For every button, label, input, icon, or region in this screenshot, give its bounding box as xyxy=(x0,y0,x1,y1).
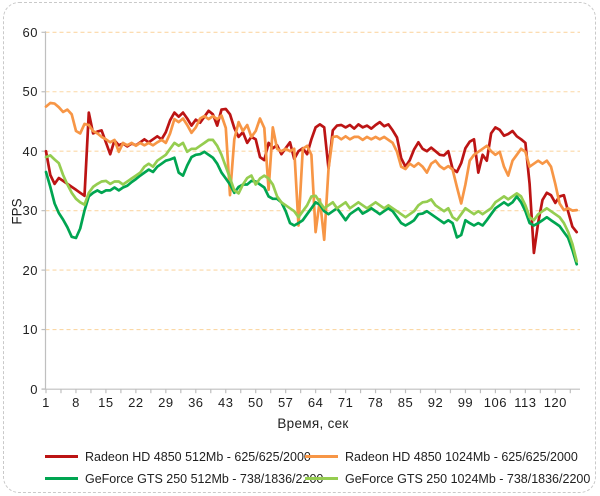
x-tick-label-106: 106 xyxy=(483,395,507,410)
x-tick-label-8: 8 xyxy=(72,395,80,410)
y-tick-label-0: 0 xyxy=(30,381,38,397)
y-tick-label-40: 40 xyxy=(22,143,38,159)
x-tick-label-50: 50 xyxy=(247,395,264,410)
x-axis-title: Время, сек xyxy=(277,416,349,431)
legend-label-1: Radeon HD 4850 1024Mb - 625/625/2000 xyxy=(345,449,578,464)
x-tick-label-71: 71 xyxy=(337,395,354,410)
x-tick-label-78: 78 xyxy=(367,395,384,410)
x-tick-label-22: 22 xyxy=(128,395,144,410)
chart-frame xyxy=(3,2,596,493)
series-line-2 xyxy=(44,150,579,266)
y-axis-title: FPS xyxy=(9,198,25,225)
x-tick-label-57: 57 xyxy=(277,395,294,410)
series-line-3 xyxy=(44,138,579,263)
legend-item-2: GeForce GTS 250 512Mb - 738/1836/2200 xyxy=(45,469,323,488)
legend-label-3: GeForce GTS 250 1024Mb - 738/1836/2200 xyxy=(345,471,591,486)
series-line-0 xyxy=(44,107,579,255)
y-tick-label-10: 10 xyxy=(22,322,38,338)
x-tick-label-120: 120 xyxy=(543,395,567,410)
legend-item-1: Radeon HD 4850 1024Mb - 625/625/2000 xyxy=(305,447,590,466)
x-tick-label-1: 1 xyxy=(42,395,50,410)
y-tick-label-20: 20 xyxy=(22,262,38,278)
legend-swatch-2 xyxy=(45,477,78,480)
x-tick-label-64: 64 xyxy=(307,395,324,410)
legend-swatch-0 xyxy=(45,455,78,458)
legend-swatch-1 xyxy=(305,455,338,458)
x-tick-label-15: 15 xyxy=(98,395,114,410)
y-tick-label-60: 60 xyxy=(22,24,38,40)
x-tick-label-99: 99 xyxy=(457,395,474,410)
legend-label-2: GeForce GTS 250 512Mb - 738/1836/2200 xyxy=(85,471,324,486)
y-tick-label-30: 30 xyxy=(22,203,38,219)
x-tick-label-92: 92 xyxy=(427,395,444,410)
legend-swatch-3 xyxy=(305,477,338,480)
series-line-1 xyxy=(44,101,579,242)
legend: Radeon HD 4850 512Mb - 625/625/2000 Radeo… xyxy=(45,447,590,488)
x-tick-label-85: 85 xyxy=(397,395,414,410)
x-tick-label-113: 113 xyxy=(514,395,537,410)
x-tick-label-29: 29 xyxy=(158,395,174,410)
legend-item-0: Radeon HD 4850 512Mb - 625/625/2000 xyxy=(45,447,311,466)
x-tick-label-36: 36 xyxy=(188,395,204,410)
x-tick-label-43: 43 xyxy=(218,395,234,410)
legend-item-3: GeForce GTS 250 1024Mb - 738/1836/2200 xyxy=(305,469,590,488)
legend-label-0: Radeon HD 4850 512Mb - 625/625/2000 xyxy=(85,449,311,464)
y-tick-label-50: 50 xyxy=(22,84,38,100)
